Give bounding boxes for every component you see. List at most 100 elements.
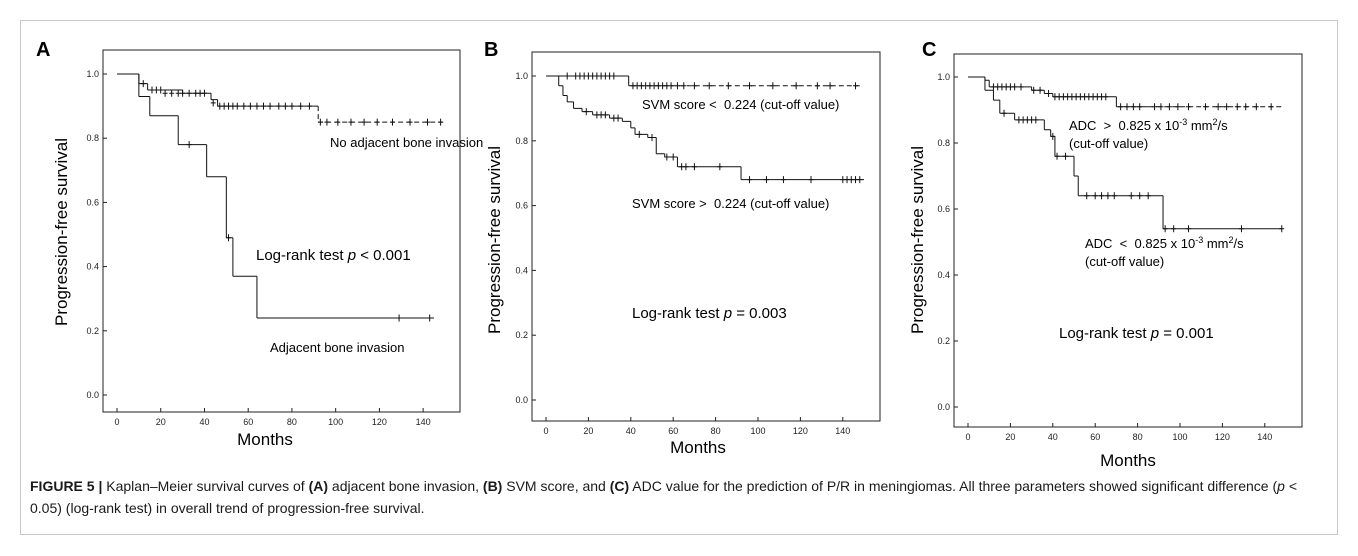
y-tick-label: 0.6 bbox=[937, 204, 950, 214]
panel-a-ylabel: Progression-free survival bbox=[52, 138, 71, 326]
panel-b-series bbox=[546, 72, 864, 184]
x-tick-label: 0 bbox=[965, 432, 970, 442]
caption-ref-b: (B) bbox=[482, 478, 503, 494]
caption-text-5: < 0.05) (log-rank test) in overall trend… bbox=[30, 478, 1298, 516]
censor-mark bbox=[169, 89, 175, 97]
caption-text-4: ADC value for the prediction of P/R in m… bbox=[629, 478, 1278, 494]
censor-mark bbox=[140, 80, 146, 88]
censor-mark bbox=[853, 82, 859, 90]
panel-c-label-low-line2: (cut-off value) bbox=[1085, 254, 1164, 269]
censor-mark bbox=[1052, 93, 1058, 101]
censor-mark bbox=[999, 83, 1005, 91]
censor-mark bbox=[840, 176, 846, 184]
censor-mark bbox=[210, 99, 216, 107]
censor-mark bbox=[995, 83, 1001, 91]
panel-a-label-invasion: Adjacent bone invasion bbox=[270, 340, 404, 355]
censor-mark bbox=[226, 102, 232, 110]
censor-mark bbox=[425, 118, 431, 126]
series-line-1 bbox=[968, 76, 1149, 108]
y-tick-label: 0.0 bbox=[515, 395, 528, 405]
censor-mark bbox=[267, 102, 273, 110]
censor-mark bbox=[247, 102, 253, 110]
panel-c-ylabel: Progression-free survival bbox=[908, 146, 927, 334]
censor-mark bbox=[1073, 93, 1079, 101]
panel-b-label-high: SVM score > 0.224 (cut-off value) bbox=[632, 196, 829, 211]
panel-c-label-high: ADC > 0.825 x 10-3 mm2/s bbox=[1069, 117, 1228, 133]
y-tick-label: 0.2 bbox=[515, 330, 528, 340]
censor-mark bbox=[691, 163, 697, 171]
panel-letter-a: A bbox=[36, 39, 50, 61]
censor-mark bbox=[1020, 116, 1026, 124]
censor-mark bbox=[217, 102, 223, 110]
censor-mark bbox=[647, 82, 653, 90]
censor-mark bbox=[674, 82, 680, 90]
censor-mark bbox=[780, 176, 786, 184]
censor-mark bbox=[651, 82, 657, 90]
y-tick-label: 0.4 bbox=[86, 262, 99, 272]
x-tick-label: 120 bbox=[793, 426, 808, 436]
censor-mark bbox=[630, 82, 636, 90]
x-tick-label: 40 bbox=[199, 417, 209, 427]
panel-b-ylabel: Progression-free survival bbox=[485, 146, 504, 334]
censor-mark bbox=[706, 82, 712, 90]
censor-mark bbox=[226, 234, 232, 242]
y-tick-label: 0.8 bbox=[937, 138, 950, 148]
censor-mark bbox=[747, 82, 753, 90]
censor-mark bbox=[175, 89, 181, 97]
x-tick-label: 80 bbox=[711, 426, 721, 436]
censor-mark bbox=[615, 114, 621, 122]
censor-mark bbox=[808, 176, 814, 184]
censor-mark bbox=[361, 118, 367, 126]
censor-mark bbox=[1175, 103, 1181, 111]
panel-b-xlabel: Months bbox=[670, 438, 726, 457]
censor-mark bbox=[1031, 86, 1037, 94]
censor-mark bbox=[1037, 86, 1043, 94]
censor-mark bbox=[282, 102, 288, 110]
censor-mark bbox=[590, 72, 596, 80]
censor-mark bbox=[1234, 103, 1240, 111]
censor-mark bbox=[717, 163, 723, 171]
censor-mark bbox=[234, 102, 240, 110]
censor-mark bbox=[1060, 93, 1066, 101]
x-tick-label: 120 bbox=[372, 417, 387, 427]
censor-mark bbox=[261, 102, 267, 110]
censor-mark bbox=[1090, 93, 1096, 101]
censor-mark bbox=[1202, 103, 1208, 111]
x-tick-label: 0 bbox=[543, 426, 548, 436]
censor-mark bbox=[1007, 83, 1013, 91]
series-line-1 bbox=[117, 73, 314, 107]
panel-c-plot-frame bbox=[953, 53, 1303, 428]
censor-mark bbox=[1124, 103, 1130, 111]
censor-mark bbox=[1171, 225, 1177, 233]
x-tick-label: 100 bbox=[750, 426, 765, 436]
censor-mark bbox=[1145, 192, 1151, 200]
censor-mark bbox=[1105, 192, 1111, 200]
censor-mark bbox=[763, 176, 769, 184]
censor-mark bbox=[1086, 93, 1092, 101]
censor-mark bbox=[1162, 225, 1168, 233]
censor-mark bbox=[602, 111, 608, 119]
censor-mark bbox=[611, 72, 617, 80]
censor-mark bbox=[634, 82, 640, 90]
censor-mark bbox=[1137, 103, 1143, 111]
y-tick-label: 1.0 bbox=[937, 72, 950, 82]
censor-mark bbox=[1243, 103, 1249, 111]
censor-mark bbox=[636, 130, 642, 138]
censor-mark bbox=[581, 72, 587, 80]
censor-mark bbox=[564, 72, 570, 80]
panel-b-plot-frame bbox=[531, 51, 881, 422]
panel-a-plot-frame bbox=[102, 49, 461, 413]
censor-mark bbox=[793, 82, 799, 90]
caption-label: FIGURE 5 | bbox=[30, 478, 103, 494]
censor-mark bbox=[1063, 152, 1069, 160]
y-tick-label: 0.8 bbox=[86, 133, 99, 143]
x-tick-label: 60 bbox=[1090, 432, 1100, 442]
censor-mark bbox=[607, 72, 613, 80]
censor-mark bbox=[1050, 132, 1056, 140]
censor-mark bbox=[1054, 152, 1060, 160]
y-tick-label: 0.4 bbox=[515, 265, 528, 275]
panel-letter-b: B bbox=[484, 39, 498, 61]
censor-mark bbox=[1111, 192, 1117, 200]
panel-letter-c: C bbox=[922, 39, 936, 61]
caption-ref-a: (A) bbox=[308, 478, 329, 494]
